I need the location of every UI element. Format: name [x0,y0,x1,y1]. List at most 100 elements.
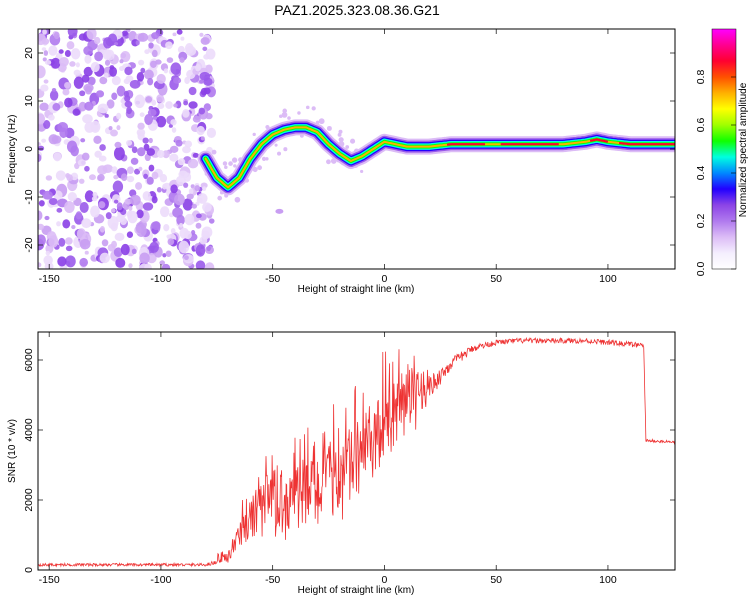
spectrogram-noise-blob [131,146,138,154]
spectrogram-faint-blob [337,132,342,137]
spectrogram-noise-blob [113,199,119,204]
spectrogram-noise-blob [79,238,91,250]
y-tick-label: 4000 [23,418,35,442]
spectrogram-noise-blob [142,202,154,211]
spectrogram-noise-blob [113,146,125,161]
spectrogram-noise-blob [139,112,145,117]
spectrogram-noise-blob [113,247,123,258]
spectrogram-noise-blob [140,67,146,74]
spectrogram-noise-blob [38,113,46,125]
spectrogram-noise-blob [126,139,133,146]
spectrogram-noise-blob [53,31,60,40]
spectrogram-noise-blob [80,138,86,143]
spectrogram-noise-blob [124,66,133,76]
spectrogram-noise-blob [126,231,134,239]
spectrogram-noise-blob [79,90,86,97]
spectrogram-noise-blob [169,153,179,162]
spectrogram-noise-blob [148,137,153,144]
spectrogram-noise-blob [156,187,162,193]
spectrogram-noise-blob [126,166,134,175]
spectrogram-noise-blob [162,183,167,190]
spectrogram-noise-blob [170,184,178,194]
y-tick-label: 6000 [23,348,35,372]
spectrogram-noise-blob [41,138,47,143]
spectrogram-noise-blob [138,59,145,66]
spectrogram-noise-blob [165,41,173,50]
spectrogram-noise-blob [78,178,85,184]
spectrogram-noise-blob [128,263,133,269]
spectrogram-noise-blob [62,88,70,96]
spectrogram-noise-blob [184,140,193,148]
spectrogram-noise-blob [190,184,195,189]
spectrogram-noise-blob [106,99,115,109]
spectrogram-noise-blob [183,182,189,188]
spectrogram-noise-blob [159,206,170,218]
spectrogram-noise-blob [131,248,137,255]
spectrogram-faint-blob [277,151,282,156]
spectrogram-noise-blob [104,113,109,118]
spectrogram-noise-blob [109,65,115,70]
spectrogram-noise-blob [52,103,61,111]
spectrogram-noise-blob [55,170,66,181]
spectrogram-noise-blob [121,30,128,37]
spectrogram-noise-blob [196,125,205,136]
x-tick-label: -150 [39,273,60,285]
spectrogram-noise-blob [151,99,157,106]
spectrogram-faint-blob [281,112,288,118]
spectrogram-noise-blob [170,62,182,75]
spectrogram-noise-blob [195,222,202,229]
spectrogram-faint-blob [360,169,364,174]
spectrogram-faint-blob [287,116,291,120]
spectrogram-noise-blob [199,71,211,81]
spectrogram-noise-blob [183,100,189,106]
spectrogram-noise-blob [178,240,190,254]
spectrogram-noise-blob [73,69,81,76]
spectrogram-noise-blob [161,263,171,269]
x-tick-label: -100 [150,273,171,285]
spectrogram-noise-blob [172,32,177,37]
spectrogram-noise-blob [84,165,90,172]
spectrogram-faint-blob [297,111,301,115]
snr-series-line [38,336,675,568]
spectrogram-noise-blob [120,243,130,256]
spectrogram-noise-blob [94,150,102,158]
spectrogram-noise-blob [135,40,140,46]
spectrogram-noise-blob [45,250,51,256]
spectrogram-noise-blob [43,79,49,84]
spectrogram-noise-blob [86,29,97,40]
spectrogram-noise-blob [101,239,109,247]
spectrogram-noise-blob [174,193,185,206]
spectrogram-noise-blob [38,234,46,247]
spectrogram-noise-blob [104,59,111,66]
spectrogram-noise-blob [172,207,183,218]
spectrogram-noise-blob [81,218,92,229]
ridge-hot-segment [589,138,609,143]
spectrogram-noise-blob [116,112,122,120]
spectrogram-ridge [197,119,675,214]
spectrogram-noise-blob [151,171,159,180]
spectrogram-noise-blob [184,213,195,226]
spectrogram-noise-blob [195,260,206,269]
spectrogram-noise-blob [64,49,71,57]
spectrogram-noise-blob [157,149,165,158]
spectrogram-faint-blob [274,143,278,147]
spectrogram-noise-blob [155,59,162,65]
spectrogram-noise-blob [99,226,105,233]
spectrogram-noise-blob [111,166,118,174]
colorbar-tick-label: 0.8 [695,70,707,85]
spectrogram-noise-blob [77,159,87,167]
spectrogram-faint-blob [311,106,316,111]
spectrogram-faint-blob [217,195,223,201]
spectrogram-noise-blob [110,208,116,213]
spectrogram-noise-blob [98,201,106,209]
spectrogram-noise-blob [97,174,105,182]
spectrogram-noise-blob [114,42,119,46]
spectrogram-noise-blob [44,59,52,66]
spectrogram-x-label: Height of straight line (km) [298,284,415,295]
colorbar-gradient [711,28,737,270]
spectrogram-noise-blob [200,37,210,45]
spectrogram-noise-blob [57,256,67,267]
spectrogram-faint-blob [326,159,331,165]
spectrogram-noise-blob [79,202,89,213]
